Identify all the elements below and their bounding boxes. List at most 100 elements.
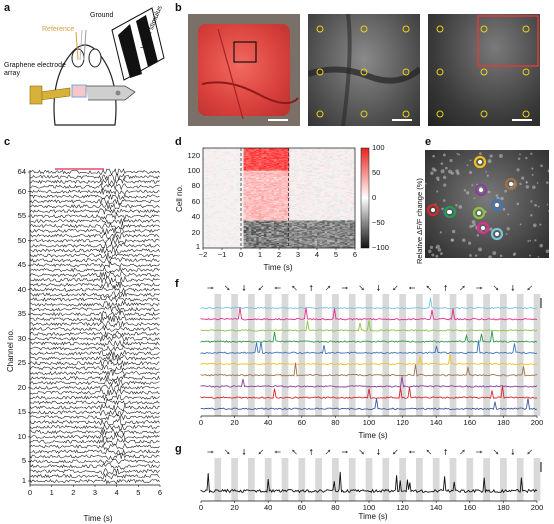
ecog-xtick: 5 xyxy=(136,488,141,497)
f-xtick: 100 xyxy=(362,418,376,427)
ecog-trace xyxy=(29,320,160,328)
stimulus-window xyxy=(382,294,390,416)
ecog-trace xyxy=(29,188,160,196)
direction-arrow-icon xyxy=(476,450,483,454)
direction-arrow-icon xyxy=(242,449,246,455)
f-xtick: 20 xyxy=(230,418,239,427)
ecog-ytick: 15 xyxy=(17,407,26,417)
ecog-trace xyxy=(29,398,160,406)
ecog-trace xyxy=(29,256,160,264)
ecog-trace xyxy=(29,202,160,211)
direction-arrow-icon xyxy=(309,449,313,455)
ecog-xlabel: Time (s) xyxy=(83,514,113,523)
stimulus-window xyxy=(214,458,222,501)
g-xtick: 0 xyxy=(198,503,204,512)
panel-g-trace: Time (s) 0 20 40 60 80 100 120 140 160 180 200 xyxy=(175,446,554,524)
ecog-trace xyxy=(29,232,160,240)
ecog-trace xyxy=(29,478,160,485)
ecog-xtick: 6 xyxy=(157,488,163,497)
direction-arrow-icon xyxy=(341,286,348,290)
calcium-trace xyxy=(200,307,538,321)
stimulus-window xyxy=(365,294,373,416)
heat-xtick: −1 xyxy=(217,250,227,259)
ecog-ytick: 20 xyxy=(17,382,26,392)
ecog-trace xyxy=(29,217,160,225)
f-xtick: 160 xyxy=(463,418,477,427)
ecog-trace xyxy=(29,236,160,245)
stimulus-window xyxy=(466,294,474,416)
mouse-ear xyxy=(88,48,102,68)
ecog-trace xyxy=(29,394,160,401)
direction-arrow-icon xyxy=(426,285,432,291)
direction-arrow-icon xyxy=(341,450,348,454)
mean-trace-plot xyxy=(200,449,542,503)
ecog-trace xyxy=(29,173,160,182)
stimulus-window xyxy=(231,294,238,416)
ecog-trace xyxy=(29,242,160,249)
g-xlabel: Time (s) xyxy=(358,512,388,521)
stimulus-window xyxy=(214,294,222,416)
stimulus-window xyxy=(533,458,541,501)
direction-arrow-icon xyxy=(359,285,365,291)
ecog-trace xyxy=(29,183,160,191)
stimulus-window xyxy=(298,458,306,501)
colorbar-tick: −50 xyxy=(372,218,385,227)
direction-arrow-icon xyxy=(493,449,499,455)
ecog-ytick: 1 xyxy=(21,476,26,485)
stimulus-window xyxy=(500,458,507,501)
g-xtick: 180 xyxy=(497,503,510,512)
brain-window-photo xyxy=(188,14,300,126)
direction-arrow-icon xyxy=(292,449,297,455)
ecog-xtick: 1 xyxy=(49,488,54,497)
g-xtick: 20 xyxy=(230,503,239,512)
stimulus-window xyxy=(416,458,423,501)
f-xtick: 80 xyxy=(331,418,340,427)
direction-arrow-icon xyxy=(325,449,331,455)
ecog-trace xyxy=(29,468,160,475)
colorbar-label: Relative ΔF/F change (%) xyxy=(415,178,424,264)
ecog-ytick: 45 xyxy=(17,260,26,270)
cell-marker xyxy=(490,227,504,241)
mean-trace xyxy=(200,471,538,494)
stimulus-window xyxy=(432,294,440,416)
heat-xtick: −2 xyxy=(198,250,208,259)
heat-xtick: 0 xyxy=(238,250,244,259)
panel-f-traces: Time (s) 0 20 40 60 80 100 120 140 160 180 200 xyxy=(175,280,554,445)
calcium-trace xyxy=(200,376,538,388)
ecog-trace xyxy=(29,359,160,367)
direction-arrow-icon xyxy=(493,285,499,291)
direction-arrow-icon xyxy=(242,285,246,291)
g-xtick: 60 xyxy=(297,503,306,512)
ecog-ytick: 30 xyxy=(17,333,26,343)
ecog-trace xyxy=(29,424,160,431)
calcium-trace xyxy=(200,353,538,366)
direction-arrow-icon xyxy=(224,449,230,455)
heat-xtick: 6 xyxy=(352,250,358,259)
ecog-trace xyxy=(29,310,160,318)
direction-arrow-icon xyxy=(527,285,533,291)
ecog-trace xyxy=(29,442,160,450)
array-label: Graphene electrode array xyxy=(4,62,66,78)
stimulus-window xyxy=(500,294,507,416)
stimulus-window xyxy=(432,458,440,501)
head-plate xyxy=(86,85,136,101)
colorbar-tick: −100 xyxy=(372,243,389,252)
ground-label: Ground xyxy=(90,12,114,19)
cell-marker xyxy=(490,198,504,212)
stimulus-window xyxy=(281,458,289,501)
ecog-trace xyxy=(29,463,160,470)
direction-arrow-icon xyxy=(444,449,448,455)
stimulus-window xyxy=(399,294,406,416)
direction-arrow-icon xyxy=(207,450,214,454)
heat-ytick: 20 xyxy=(191,227,200,237)
colorbar-tick: 0 xyxy=(372,193,377,202)
direction-arrow-icon xyxy=(309,285,313,291)
cell-marker xyxy=(472,206,486,220)
f-xtick: 40 xyxy=(264,418,273,427)
grating-stimulus-icon xyxy=(111,7,165,81)
stimulus-window xyxy=(281,294,289,416)
ecog-trace xyxy=(29,252,160,260)
cell-heatmap xyxy=(202,147,370,250)
ecog-trace xyxy=(29,198,160,206)
direction-arrow-icon xyxy=(409,286,416,290)
